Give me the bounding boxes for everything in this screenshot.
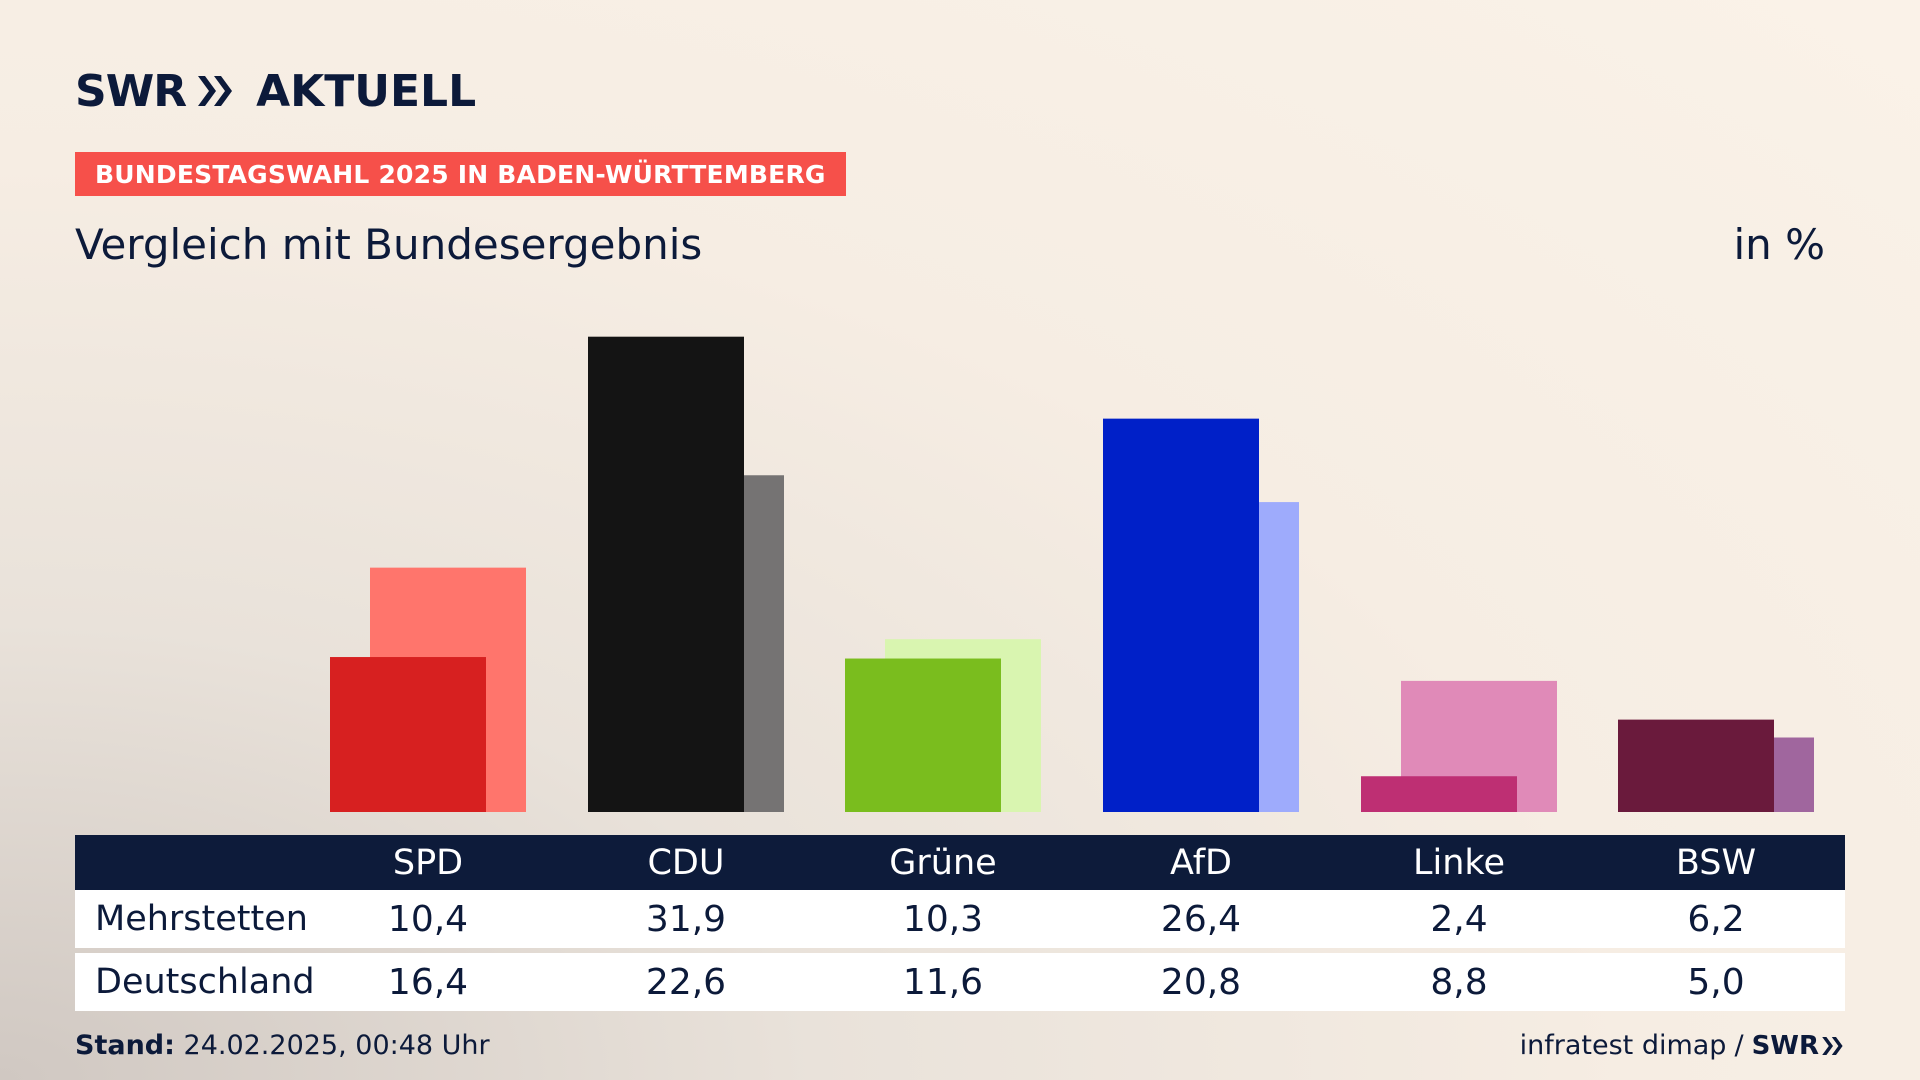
stand-value: 24.02.2025, 00:48 Uhr	[183, 1030, 490, 1061]
logo-swr-text: SWR	[75, 65, 187, 117]
bar-mehrstetten-linke	[1361, 776, 1517, 812]
column-header-spd: SPD	[392, 842, 464, 883]
table-cell-linke: 8,8	[1430, 961, 1488, 1003]
bar-mehrstetten-grne	[845, 658, 1001, 812]
table-body: Mehrstetten 10,4 31,9 10,3 26,4 2,4 6,2 Deutsch…	[75, 890, 1845, 1011]
swr-aktuell-logo: SWR AKTUELL	[75, 65, 477, 117]
source-name: infratest dimap	[1519, 1030, 1727, 1061]
column-header-linke: Linke	[1413, 842, 1505, 883]
chart-subtitle: Vergleich mit Bundesergebnis	[75, 220, 703, 269]
bar-chart	[330, 336, 1814, 812]
table-cell-bsw: 6,2	[1687, 898, 1745, 940]
stand-label: Stand:	[75, 1030, 175, 1061]
bar-mehrstetten-bsw	[1618, 719, 1774, 812]
row-label: Deutschland	[95, 962, 315, 1002]
timestamp: Stand: 24.02.2025, 00:48 Uhr	[75, 1030, 490, 1061]
table-cell-cdu: 31,9	[645, 898, 727, 940]
bar-mehrstetten-afd	[1103, 418, 1259, 812]
table-cell-spd: 16,4	[387, 961, 469, 1003]
table-row: Mehrstetten 10,4 31,9 10,3 26,4 2,4 6,2	[75, 890, 1845, 948]
swr-small-logo: SWR	[1752, 1031, 1845, 1061]
table-header-row: SPD CDU Grüne AfD Linke BSW	[75, 835, 1845, 890]
table-row: Deutschland 16,4 22,6 11,6 20,8 8,8 5,0	[75, 953, 1845, 1011]
table-cell-grne: 11,6	[902, 961, 984, 1003]
logo-aktuell-text: AKTUELL	[256, 65, 477, 117]
table-cell-bsw: 5,0	[1687, 961, 1745, 1003]
row-label: Mehrstetten	[95, 899, 308, 939]
table-cell-afd: 20,8	[1160, 961, 1242, 1003]
table-cell-cdu: 22,6	[645, 961, 727, 1003]
column-header-grne: Grüne	[889, 842, 997, 883]
election-tag: BUNDESTAGSWAHL 2025 IN BADEN-WÜRTTEMBERG	[75, 152, 846, 196]
unit-label: in %	[1733, 220, 1825, 269]
results-table: SPD CDU Grüne AfD Linke BSW Mehrstetten 10,4 31…	[75, 835, 1845, 1011]
small-chevrons-icon	[1822, 1036, 1843, 1055]
column-header-afd: AfD	[1170, 842, 1232, 883]
swr-small-text: SWR	[1751, 1030, 1819, 1061]
bar-mehrstetten-cdu	[588, 336, 744, 812]
column-header-bsw: BSW	[1675, 842, 1757, 883]
table-cell-linke: 2,4	[1430, 898, 1488, 940]
source-credit: infratest dimap / SWR	[1520, 1030, 1845, 1061]
table-cell-afd: 26,4	[1160, 898, 1242, 940]
source-separator: /	[1734, 1030, 1744, 1061]
table-cell-spd: 10,4	[387, 898, 469, 940]
table-cell-grne: 10,3	[902, 898, 984, 940]
bar-mehrstetten-spd	[330, 657, 486, 812]
column-header-cdu: CDU	[647, 842, 725, 883]
logo-chevrons-icon	[196, 73, 236, 109]
